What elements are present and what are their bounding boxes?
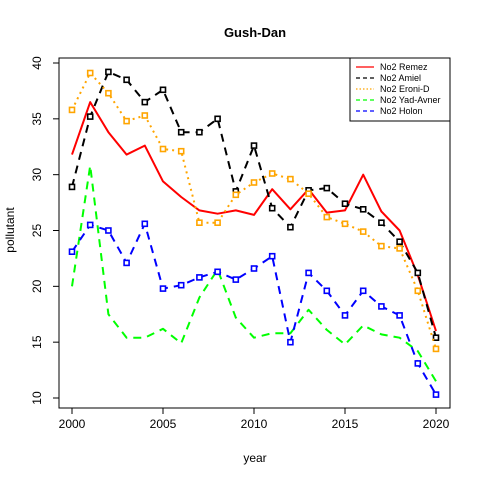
data-point	[432, 391, 440, 398]
data-point	[177, 281, 185, 289]
data-point	[68, 106, 76, 114]
legend-label: No2 Holon	[380, 106, 423, 116]
data-point	[196, 274, 203, 281]
data-point	[414, 269, 422, 277]
data-point	[196, 219, 203, 226]
data-point	[196, 128, 203, 136]
x-tick-label: 2020	[423, 417, 450, 431]
data-point	[396, 245, 403, 252]
data-point	[86, 69, 94, 77]
legend-label: No2 Yad-Avner	[380, 95, 441, 105]
data-point	[432, 345, 440, 353]
y-tick-label: 10	[30, 391, 44, 405]
data-point	[250, 179, 258, 186]
data-point	[123, 76, 130, 84]
y-tick-label: 20	[30, 279, 44, 293]
data-point	[68, 183, 76, 191]
data-point	[323, 184, 331, 192]
y-tick-label: 35	[30, 112, 44, 126]
data-point	[396, 238, 403, 245]
data-point	[214, 268, 221, 276]
data-point	[268, 170, 276, 177]
data-point	[159, 86, 167, 94]
data-point	[359, 206, 367, 213]
data-point	[214, 115, 221, 123]
series-line-4	[71, 164, 437, 382]
data-point	[341, 200, 349, 207]
data-point	[141, 112, 149, 119]
data-point	[287, 338, 294, 346]
y-tick-label: 40	[30, 56, 44, 70]
data-point	[359, 287, 367, 295]
data-point	[341, 220, 349, 228]
data-point	[359, 228, 367, 235]
data-point	[378, 219, 385, 226]
data-point	[414, 360, 422, 367]
data-point	[323, 213, 331, 221]
x-tick-label: 2000	[59, 417, 86, 431]
x-tick-label: 2015	[332, 417, 359, 431]
data-point	[232, 276, 240, 283]
data-point	[141, 220, 149, 228]
data-point	[305, 269, 312, 277]
legend-label: No2 Eroni-D	[380, 84, 430, 94]
data-point	[378, 242, 385, 250]
data-point	[123, 259, 130, 267]
data-point	[414, 287, 422, 295]
data-point	[105, 68, 112, 76]
data-point	[396, 312, 403, 319]
y-tick-label: 25	[30, 224, 44, 238]
chart-title: Gush-Dan	[224, 25, 286, 40]
data-point	[287, 175, 294, 183]
data-point	[123, 117, 130, 125]
data-point	[250, 265, 258, 272]
y-tick-label: 15	[30, 335, 44, 349]
data-point	[305, 190, 312, 197]
data-point	[105, 89, 112, 97]
data-point	[268, 204, 276, 212]
data-point	[159, 145, 167, 153]
x-tick-label: 2005	[150, 417, 177, 431]
y-axis-label: pollutant	[3, 207, 17, 253]
data-point	[177, 128, 185, 136]
data-point	[378, 303, 385, 310]
data-point	[323, 287, 331, 295]
data-point	[86, 221, 94, 229]
data-point	[287, 223, 294, 231]
series-layer	[68, 68, 440, 398]
data-point	[232, 191, 240, 199]
data-point	[341, 312, 349, 319]
legend-label: No2 Amiel	[380, 73, 421, 83]
y-tick-label: 30	[30, 168, 44, 182]
axes: 2000 2005 2010 2015 2020 10 15 20 25 30 35 40	[30, 56, 450, 431]
series-line-1	[71, 101, 437, 332]
data-point	[432, 334, 440, 342]
data-point	[141, 98, 149, 106]
data-point	[159, 285, 167, 292]
x-axis-label: year	[243, 451, 266, 465]
data-point	[268, 252, 276, 260]
x-tick-label: 2010	[241, 417, 268, 431]
data-point	[105, 227, 112, 234]
data-point	[250, 142, 258, 149]
data-point	[214, 219, 221, 226]
data-point	[86, 113, 94, 120]
legend-label: No2 Remez	[380, 62, 428, 72]
data-point	[68, 248, 76, 255]
data-point	[177, 147, 185, 155]
